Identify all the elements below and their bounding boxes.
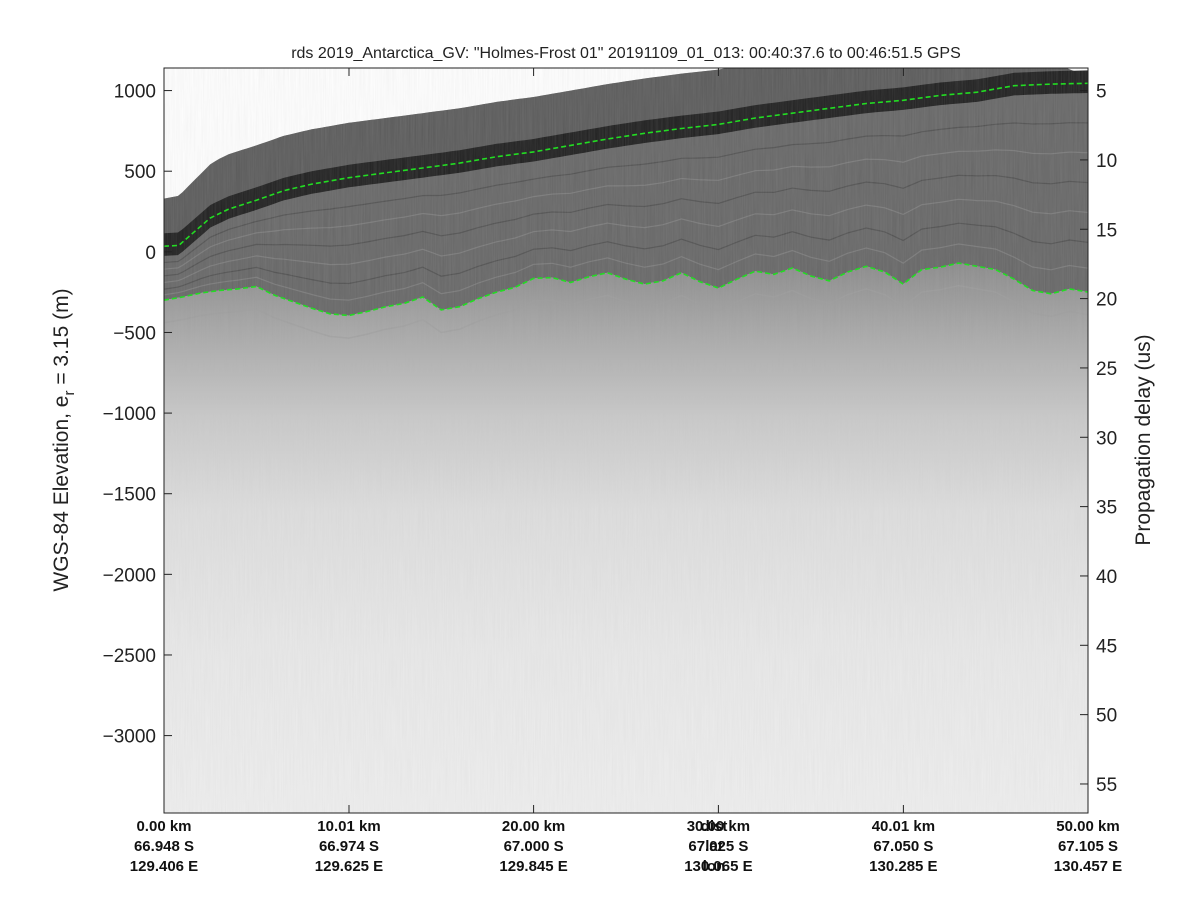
y-tick-label: −2000 [103,565,156,586]
x-label-lon: 129.625 E [315,858,383,875]
x-label-lat: 67.025 S [688,838,748,855]
x-label-dist: 10.01 km [317,818,380,835]
x-label-lon: 129.406 E [130,858,198,875]
y-tick-label: −1000 [103,404,156,425]
y-axis-left: 1000 500 0 −500 −1000 −1500 −2000 −2500 −3000 [103,82,172,748]
y2-tick-label: 45 [1096,636,1117,657]
x-axis-labels: 0.00 km 10.01 km 20.00 km 30.00 km 40.01 km 5… [130,818,1122,875]
x-label-dist: 30.00 km [687,818,750,835]
y-tick-label: 0 [145,243,156,264]
row-label: lat [705,838,723,855]
x-label-lat: 67.050 S [873,838,933,855]
plot-area [164,68,1088,813]
y-tick-label: −500 [113,323,156,344]
x-label-lon: 130.457 E [1054,858,1122,875]
y2-tick-label: 30 [1096,428,1117,449]
y2-tick-label: 35 [1096,498,1117,519]
y-axis-label: WGS-84 Elevation, er = 3.15 (m) [50,288,78,591]
x-label-lat: 67.105 S [1058,838,1118,855]
y2-tick-label: 55 [1096,775,1117,796]
noise-texture [164,68,1088,813]
x-label-dist: 40.01 km [872,818,935,835]
y-tick-label: −3000 [103,727,156,748]
bed-pick-line [164,262,1088,317]
y2-axis-label: Propagation delay (us) [1132,334,1155,545]
y-axis-right: 5 10 15 20 25 30 35 40 45 50 55 [1080,82,1117,796]
y2-tick-label: 25 [1096,359,1117,380]
x-label-lon: 130.285 E [869,858,937,875]
y2-tick-label: 20 [1096,290,1117,311]
y2-tick-label: 10 [1096,151,1117,172]
row-label: dist [701,818,728,835]
y2-tick-label: 40 [1096,567,1117,588]
x-label-lat: 67.000 S [504,838,564,855]
picked-layer-lines [164,82,1088,317]
x-label-lat: 66.974 S [319,838,379,855]
x-label-lon: 129.845 E [499,858,567,875]
y2-tick-label: 50 [1096,706,1117,727]
plot-frame [163,67,1089,814]
y-tick-label: 500 [124,162,156,183]
chart-title: rds 2019_Antarctica_GV: "Holmes-Frost 01… [291,45,961,62]
x-axis-ticks [163,68,1089,813]
y2-tick-label: 5 [1096,82,1107,103]
x-label-dist: 0.00 km [136,818,191,835]
y-tick-label: −2500 [103,646,156,667]
y2-tick-label: 15 [1096,220,1117,241]
x-label-dist: 20.00 km [502,818,565,835]
y-tick-label: −1500 [103,485,156,506]
y-tick-label: 1000 [114,82,156,103]
x-label-dist: 50.00 km [1056,818,1119,835]
row-label: lon [703,858,726,875]
surface-pick-line [164,82,1088,247]
x-label-lat: 66.948 S [134,838,194,855]
x-label-lon: 130.065 E [684,858,752,875]
